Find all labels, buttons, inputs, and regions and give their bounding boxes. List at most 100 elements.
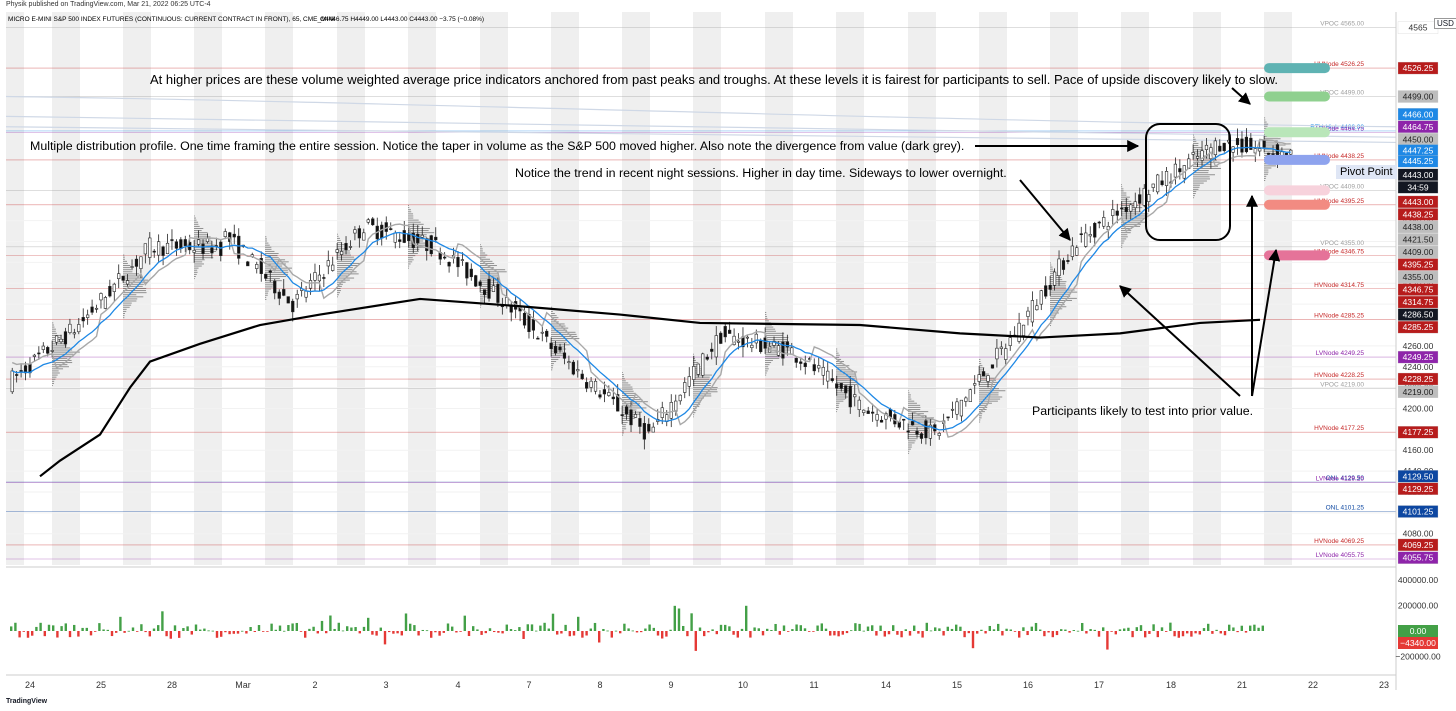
profile-bar: [52, 364, 68, 366]
profile-bar: [408, 246, 427, 248]
profile-bar: [551, 317, 559, 319]
profile-bar: [765, 324, 772, 326]
profile-bar: [908, 427, 934, 429]
volume-delta-bar: [980, 629, 983, 631]
profile-bar: [1121, 196, 1130, 198]
price-tag: [1397, 283, 1439, 296]
price-tag: [1397, 538, 1439, 552]
profile-bar: [408, 225, 420, 227]
candle-body: [785, 341, 789, 348]
profile-bar: [1193, 151, 1205, 153]
profile-bar: [1193, 195, 1195, 197]
profile-bar: [979, 413, 983, 415]
profile-bar: [337, 287, 341, 289]
profile-bar: [480, 246, 483, 248]
profile-bar: [194, 217, 196, 219]
profile-bar: [1050, 285, 1066, 287]
volume-delta-bar: [1018, 631, 1021, 638]
volume-delta-bar: [438, 631, 441, 636]
profile-bar: [765, 370, 768, 372]
volume-delta-bar: [341, 630, 345, 632]
symbol-title: MICRO E-MINI S&P 500 INDEX FUTURES (CONT…: [8, 16, 335, 23]
profile-bar: [979, 406, 988, 408]
profile-bar: [908, 444, 912, 446]
profile-bar: [622, 376, 624, 378]
profile-bar: [622, 394, 635, 396]
price-axis: 4080.004100.004120.004140.004160.004200.…: [1395, 12, 1439, 690]
price-tag: [1397, 505, 1439, 518]
profile-bar: [551, 369, 553, 371]
candle-body: [763, 337, 767, 349]
candle-body: [1191, 152, 1195, 155]
profile-bar: [337, 273, 359, 275]
profile-bar: [194, 271, 198, 273]
profile-bar: [908, 404, 921, 406]
price-tag-text: 4395.25: [1403, 260, 1434, 270]
profile-bar: [123, 315, 125, 317]
volume-delta-bar: [1026, 631, 1029, 636]
profile-bar: [1193, 140, 1197, 142]
profile-bar: [480, 262, 495, 264]
candle-body: [1244, 136, 1249, 153]
profile-bar: [908, 419, 933, 421]
price-tag: [1397, 270, 1439, 284]
session-vwap-line: [11, 146, 1291, 431]
volume-delta-bar: [673, 605, 676, 631]
profile-bar: [622, 382, 629, 384]
profile-bar: [52, 359, 72, 361]
candle-body: [821, 367, 825, 376]
overlays: [11, 123, 1291, 478]
profile-bar: [1264, 179, 1266, 181]
volume-delta-bar: [715, 631, 718, 635]
candle-body: [32, 354, 37, 357]
profile-bar: [194, 221, 199, 223]
volume-delta-bar: [388, 631, 391, 633]
profile-bar: [52, 362, 73, 364]
currency-badge[interactable]: USD: [1434, 18, 1456, 29]
level-label: LVNode 4129.25: [1316, 475, 1365, 482]
vwap-bands: [1264, 63, 1330, 261]
candle-body: [906, 430, 910, 433]
candle-body: [1124, 206, 1128, 213]
profile-bar: [480, 244, 481, 246]
tradingview-logo: TradingView: [6, 698, 48, 705]
candle-body: [924, 420, 928, 439]
profile-bar: [265, 280, 282, 282]
profile-bar: [480, 252, 486, 254]
volume-delta-bar: [1013, 631, 1017, 632]
candle-body: [348, 246, 353, 248]
candle-body: [482, 289, 487, 295]
profile-bar: [836, 379, 855, 381]
time-tick-label: 25: [96, 680, 106, 690]
level-label: ONL 4101.25: [1326, 505, 1365, 512]
candle-body: [10, 370, 14, 393]
vwap-band: [1264, 185, 1330, 196]
profile-bar: [194, 263, 204, 265]
price-tag: [1397, 551, 1439, 564]
volume-delta-bar: [1253, 624, 1256, 631]
candle-body: [629, 409, 633, 426]
profile-bar: [52, 326, 55, 328]
profile-bar: [265, 246, 272, 248]
volume-delta-bar: [455, 631, 458, 633]
volume-delta-bar: [308, 628, 311, 631]
profile-bar: [52, 353, 74, 355]
profile-bar: [52, 351, 80, 353]
profile-bar: [265, 286, 273, 288]
profile-bar: [1121, 190, 1124, 192]
volume-delta-pane: 400000.00200000.000.00−200000.000.00−434…: [6, 566, 1441, 662]
profile-bar: [765, 339, 788, 341]
volume-delta-bar: [984, 631, 987, 634]
volume-delta-bar: [509, 629, 513, 631]
level-label: ONL 4129.50: [1326, 475, 1365, 482]
volume-delta-bar: [854, 623, 857, 631]
profile-bar: [979, 358, 981, 360]
volume-delta-bar: [1257, 627, 1260, 631]
profile-bar: [836, 348, 838, 350]
profile-bar: [1121, 221, 1146, 223]
volume-delta-bar: [589, 628, 592, 631]
profile-bar: [551, 310, 553, 312]
candle-body: [616, 394, 620, 412]
candle-body: [1164, 171, 1169, 186]
